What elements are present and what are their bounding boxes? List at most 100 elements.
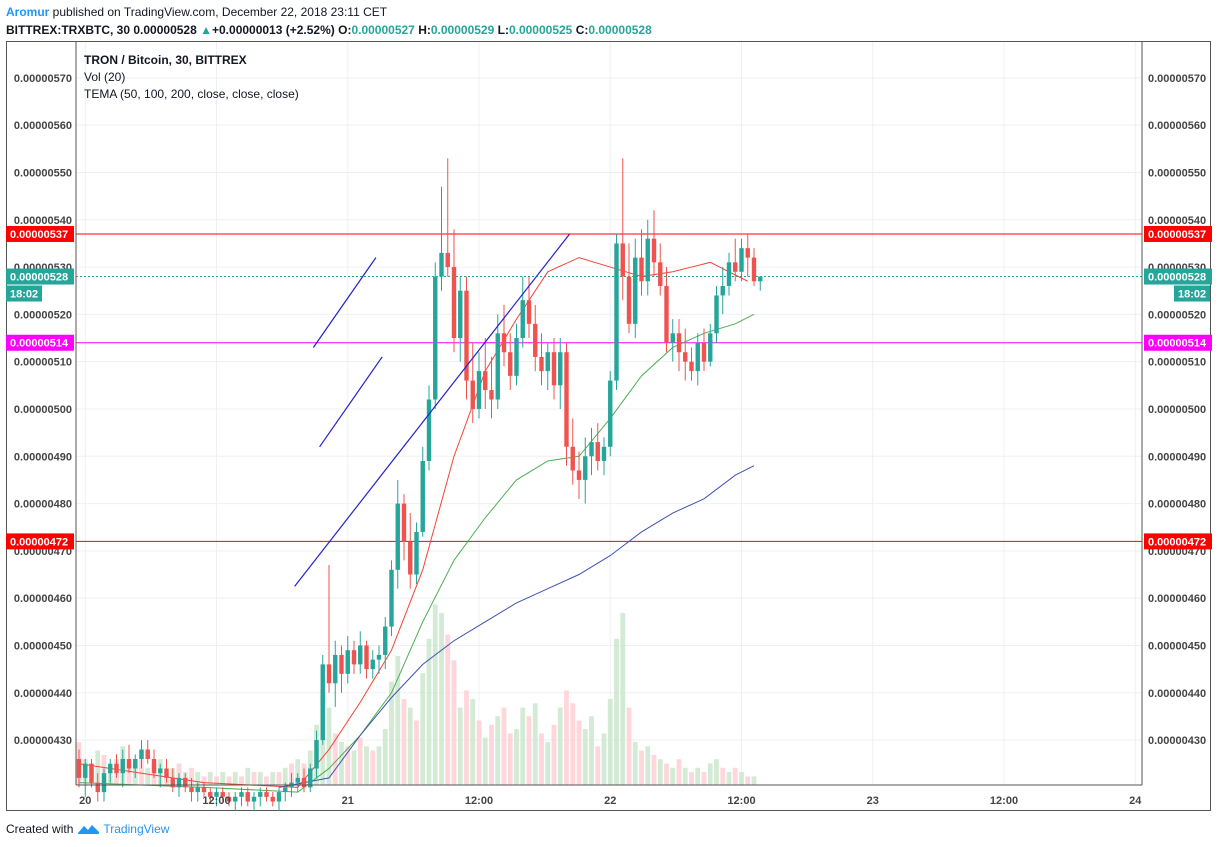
y-tick-label-right: 0.00000570 [1148, 73, 1206, 85]
horizontal-price-lines [76, 233, 1142, 542]
volume-bar [407, 707, 413, 785]
candle-body [239, 792, 244, 797]
tradingview-logo-icon[interactable] [77, 822, 101, 836]
volume-bar [482, 737, 488, 785]
volume-bar [557, 707, 563, 785]
legend-title: TRON / Bitcoin, 30, BITTREX [84, 53, 247, 67]
legend-tema[interactable]: TEMA (50, 100, 200, close, close, close) [84, 87, 299, 101]
close-label: C: [575, 23, 589, 37]
publish-text: published on TradingView.com, December 2… [49, 5, 388, 19]
price-tag-label: 0.00000514 [1148, 338, 1207, 350]
chart-grid [76, 42, 1142, 785]
candle-body [614, 243, 619, 381]
candle-body [595, 442, 600, 461]
low-label: L: [497, 23, 509, 37]
volume-bar [389, 681, 394, 785]
volume-bar [470, 699, 476, 785]
volume-bar [526, 716, 532, 785]
candle-body [433, 276, 438, 400]
volume-bar [432, 604, 438, 785]
volume-bar [532, 703, 538, 785]
price-tag-left [6, 268, 74, 285]
candle-body [601, 446, 607, 461]
volume-bar [251, 772, 257, 785]
chart-header: Aromur published on TradingView.com, Dec… [6, 4, 652, 38]
volume-bar [495, 716, 501, 785]
countdown-tag [6, 285, 42, 302]
candle-body [326, 664, 332, 684]
volume-bar [420, 673, 426, 785]
candle-body [126, 758, 132, 769]
price-tag-right [1144, 533, 1212, 550]
volume-bar [751, 776, 757, 785]
price-change: +0.00000013 (+2.52%) [212, 23, 335, 37]
candle-body [626, 276, 632, 324]
candle-body [758, 276, 763, 282]
y-tick-label-left: 0.00000550 [14, 167, 72, 179]
candle-body [245, 792, 250, 802]
volume-bar [476, 720, 482, 785]
candle-body [301, 777, 307, 788]
candle-body [489, 390, 494, 400]
volume-bar [345, 746, 351, 785]
countdown-label: 18:02 [10, 289, 38, 301]
volume-bar [620, 613, 626, 785]
candle-body [545, 352, 550, 372]
volume-bar [707, 763, 713, 785]
candle-body [164, 768, 169, 778]
price-tag-label: 0.00000528 [10, 272, 68, 284]
footer: Created with TradingView [6, 822, 169, 836]
x-tick-label: 12:00 [990, 795, 1018, 807]
x-tick-label: 22 [604, 795, 616, 807]
volume-bar [439, 613, 444, 785]
candle-body [620, 243, 625, 277]
candle-body [189, 787, 194, 793]
tema50-line [78, 257, 748, 788]
volume-bar [351, 750, 357, 785]
candle-body [695, 342, 700, 372]
candle-body [270, 796, 275, 802]
x-tick-label: 12:00 [727, 795, 755, 807]
volume-bar [376, 746, 382, 785]
candle-body [651, 238, 657, 263]
volume-bar [651, 754, 657, 785]
candle-body [520, 300, 525, 339]
candle-body [508, 352, 513, 376]
trendline [294, 233, 571, 587]
y-tick-label-right: 0.00000490 [1148, 451, 1206, 463]
candle-body [95, 782, 100, 793]
candle-body [208, 792, 213, 797]
price-tag-left [6, 533, 74, 550]
volume-bar [539, 733, 544, 785]
price-tag-label: 0.00000537 [1148, 229, 1206, 241]
candle-body [733, 262, 738, 272]
volume-bar [676, 759, 682, 785]
y-tick-label-right: 0.00000560 [1148, 120, 1206, 132]
candle-body [564, 352, 569, 447]
y-tick-label-left: 0.00000440 [14, 688, 72, 700]
y-tick-label-left: 0.00000510 [14, 357, 72, 369]
volume-bar [220, 772, 226, 785]
volume-bar [214, 776, 219, 785]
volume-bar [370, 750, 376, 785]
candle-body [395, 503, 400, 570]
volume-bar [489, 724, 494, 785]
candle-body [514, 338, 519, 376]
y-tick-label-right: 0.00000460 [1148, 593, 1206, 605]
y-tick-label-right: 0.00000440 [1148, 688, 1206, 700]
volume-bar [614, 638, 619, 785]
volume-bar [270, 772, 276, 785]
volume-bar [745, 776, 751, 785]
candle-body [170, 777, 175, 788]
up-arrow-icon: ▲ [200, 23, 212, 37]
tradingview-brand[interactable]: TradingView [103, 822, 170, 836]
volume-bar [670, 767, 676, 785]
price-tag-label: 0.00000514 [10, 338, 69, 350]
legend-volume[interactable]: Vol (20) [84, 70, 126, 84]
volume-bar [201, 776, 207, 785]
author-name[interactable]: Aromur [6, 5, 50, 19]
volume-bar [232, 772, 238, 785]
candle-body [233, 796, 238, 802]
volume-bars [76, 604, 757, 785]
